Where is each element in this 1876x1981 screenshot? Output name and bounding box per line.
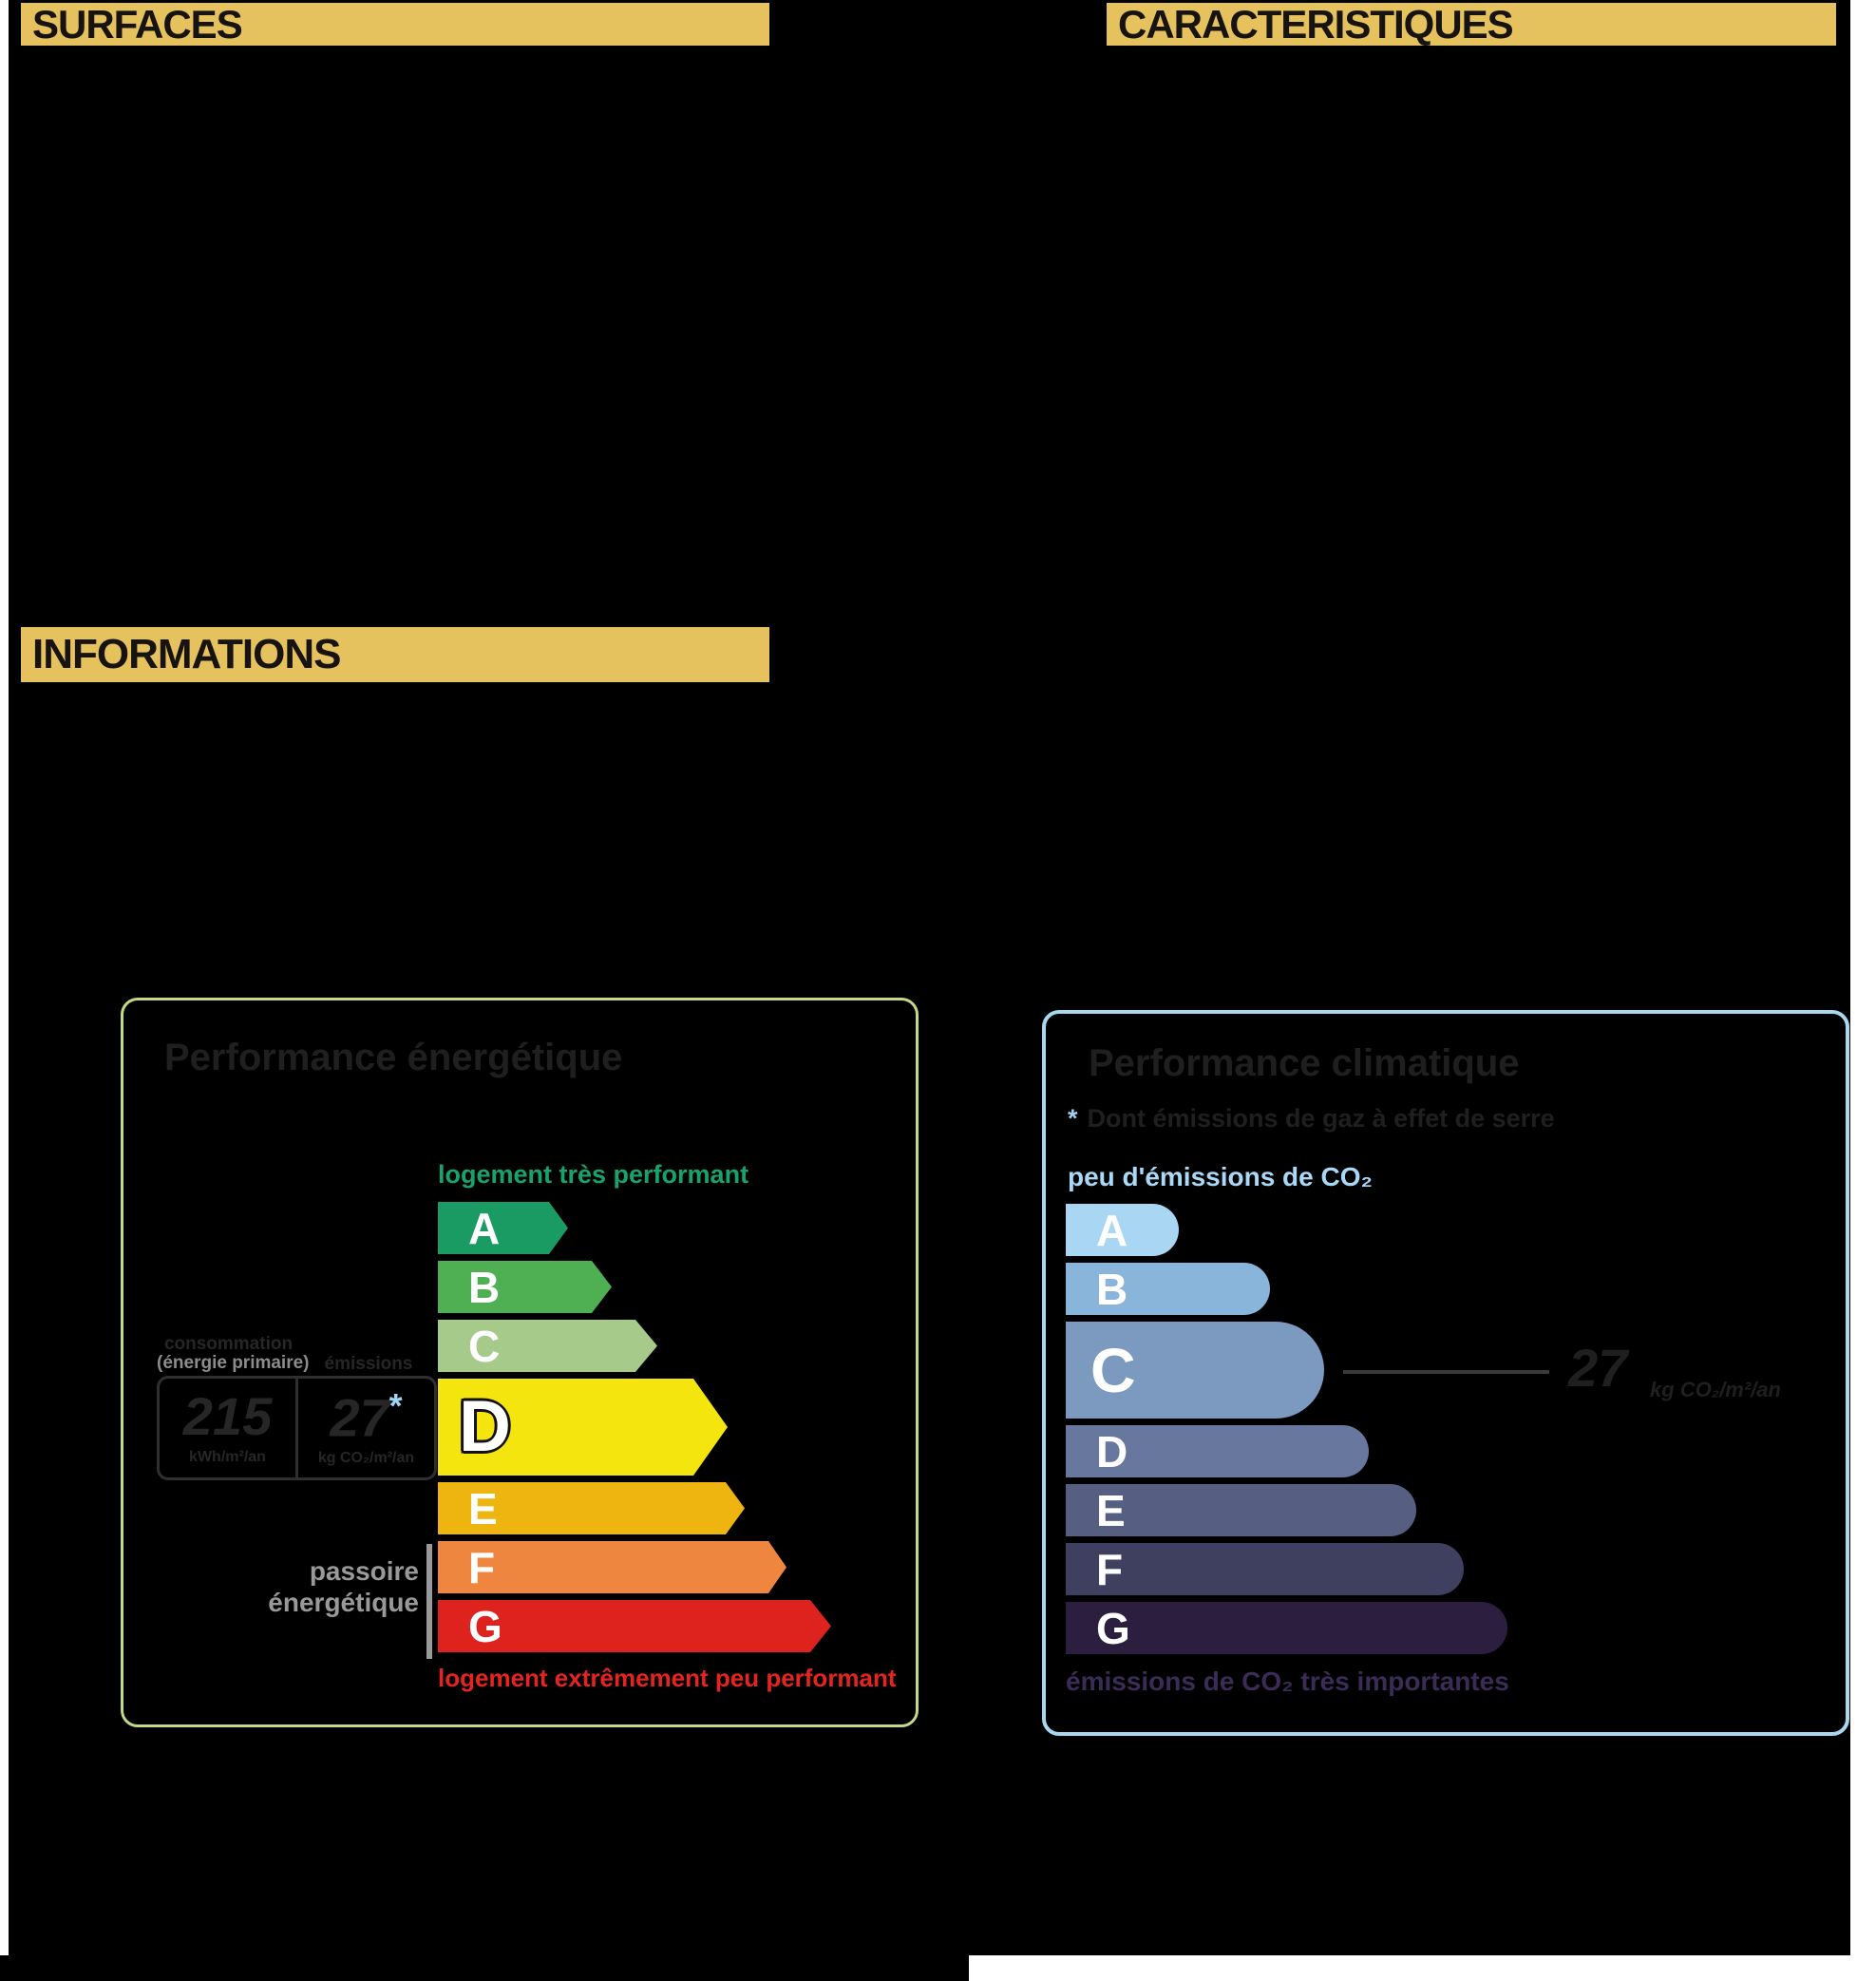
climate-bar-A: A [1066, 1204, 1179, 1256]
emissions-value-number: 27 [330, 1387, 389, 1448]
energy-bar-G: G [438, 1600, 831, 1652]
emissions-value-cell: 27* kg CO₂/m²/an [298, 1379, 434, 1477]
energy-value-box: 215 kWh/m²/an 27* kg CO₂/m²/an [157, 1376, 437, 1480]
energy-performance-panel: Performance énergétique logement très pe… [121, 998, 919, 1727]
passoire-label-line2: énergétique [268, 1588, 419, 1617]
energy-bottom-label: logement extrêmement peu performant [438, 1664, 897, 1692]
climate-performance-panel: Performance climatique * Dont émissions d… [1042, 1010, 1849, 1736]
climate-bar-letter-G: G [1096, 1603, 1130, 1653]
climate-annotation-line [1343, 1370, 1549, 1374]
climate-bar-D: D [1066, 1425, 1369, 1477]
consumption-value: 215 [182, 1386, 273, 1446]
energy-bar-letter-D: D [459, 1386, 511, 1467]
section-header-informations: INFORMATIONS [21, 627, 769, 682]
climate-annotation-value: 27 [1568, 1338, 1628, 1398]
climate-annotation-unit: kg CO₂/m²/an [1650, 1378, 1781, 1401]
climate-bar-letter-B: B [1096, 1264, 1128, 1314]
energy-bar-letter-G: G [468, 1601, 502, 1651]
climate-chart-title: Performance climatique [1089, 1042, 1520, 1084]
climate-subtitle-text: Dont émissions de gaz à effet de serre [1087, 1104, 1555, 1133]
climate-bar-letter-E: E [1096, 1485, 1126, 1535]
energy-bar-C: C [438, 1320, 657, 1372]
energy-bar-letter-F: F [468, 1542, 496, 1592]
consumption-value-cell: 215 kWh/m²/an [160, 1379, 295, 1477]
energy-bar-B: B [438, 1261, 612, 1313]
consumption-label-line2: (énergie primaire) [157, 1353, 310, 1373]
section-header-caracteristiques-label: CARACTERISTIQUES [1118, 1, 1514, 47]
energy-bar-letter-C: C [468, 1321, 501, 1371]
energy-bar-F: F [438, 1541, 786, 1593]
consumption-label-line1: consommation [163, 1334, 294, 1354]
emissions-value: 27* [330, 1385, 403, 1448]
energy-bar-letter-E: E [468, 1483, 498, 1533]
energy-chart-title: Performance énergétique [164, 1037, 623, 1078]
page-bottom-margin [969, 1955, 1876, 1981]
climate-bar-letter-A: A [1096, 1205, 1128, 1255]
climate-bar-B: B [1066, 1263, 1270, 1315]
climate-bar-F: F [1066, 1543, 1464, 1595]
energy-bar-D: D [438, 1379, 728, 1476]
climate-bar-letter-D: D [1096, 1426, 1128, 1476]
emissions-unit: kg CO₂/m²/an [317, 1450, 415, 1467]
energy-bar-A: A [438, 1202, 568, 1254]
energy-bar-E: E [438, 1482, 745, 1534]
page-right-margin [1850, 0, 1876, 1981]
emissions-asterisk: * [388, 1385, 403, 1425]
emissions-label: émissions [324, 1354, 413, 1374]
climate-bar-E: E [1066, 1484, 1416, 1536]
section-header-caracteristiques: CARACTERISTIQUES [1107, 1, 1836, 47]
climate-bar-G: G [1066, 1602, 1507, 1654]
climate-bar-C: C [1066, 1322, 1324, 1419]
climate-bar-letter-C: C [1090, 1335, 1136, 1405]
climate-subtitle-asterisk: * [1068, 1104, 1078, 1133]
energy-top-label: logement très performant [438, 1160, 749, 1189]
value-box-divider [295, 1379, 298, 1477]
section-header-informations-label: INFORMATIONS [32, 631, 341, 677]
passoire-label: passoire énergétique [198, 1555, 419, 1618]
passoire-bracket-bar [426, 1544, 432, 1659]
passoire-label-line1: passoire [309, 1556, 419, 1586]
section-header-surfaces-label: SURFACES [32, 1, 243, 47]
energy-bar-letter-B: B [468, 1262, 501, 1312]
consumption-label: consommation (énergie primaire) [157, 1334, 310, 1373]
section-header-surfaces: SURFACES [21, 1, 769, 47]
climate-top-label: peu d'émissions de CO₂ [1068, 1162, 1373, 1191]
energy-bar-letter-A: A [468, 1203, 501, 1253]
page-left-margin [0, 0, 9, 1955]
climate-bar-letter-F: F [1096, 1544, 1124, 1594]
climate-subtitle: * Dont émissions de gaz à effet de serre [1068, 1104, 1555, 1133]
climate-bottom-label: émissions de CO₂ très importantes [1066, 1667, 1509, 1696]
consumption-unit: kWh/m²/an [189, 1449, 266, 1465]
